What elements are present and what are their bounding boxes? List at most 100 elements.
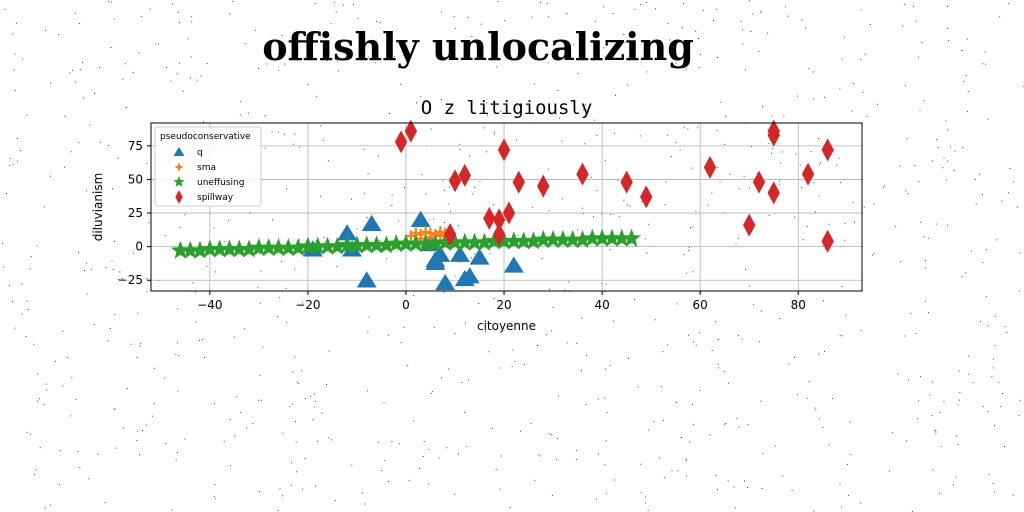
- data-point-uneffusing: [484, 231, 504, 250]
- data-point-uneffusing: [455, 232, 475, 251]
- data-point-uneffusing: [347, 235, 367, 254]
- data-point-uneffusing: [406, 233, 426, 253]
- data-point-q: [469, 248, 490, 265]
- data-point-uneffusing: [376, 235, 396, 254]
- y-tick-label: 75: [128, 139, 143, 153]
- data-point-spillway: [512, 170, 525, 194]
- x-tick-label: 0: [402, 298, 410, 312]
- data-point-uneffusing: [582, 228, 602, 247]
- series-q: [302, 210, 524, 291]
- x-axis-label: citoyenne: [477, 319, 536, 333]
- data-point-uneffusing: [612, 228, 632, 247]
- data-point-uneffusing: [239, 239, 259, 258]
- data-point-uneffusing: [200, 239, 220, 258]
- data-point-spillway: [576, 162, 589, 186]
- data-point-spillway: [448, 169, 462, 193]
- series-uneffusing: [170, 228, 642, 259]
- data-point-q: [361, 214, 382, 231]
- data-point-uneffusing: [367, 235, 387, 254]
- data-point-q: [337, 224, 358, 241]
- data-point-uneffusing: [308, 236, 328, 255]
- y-tick-label: 25: [128, 206, 143, 220]
- data-point-uneffusing: [318, 236, 338, 255]
- legend-marker-spillway: [175, 190, 183, 204]
- data-point-spillway: [458, 163, 472, 187]
- data-point-uneffusing: [592, 228, 612, 247]
- data-point-spillway: [767, 181, 780, 205]
- x-tick-label: −20: [295, 298, 320, 312]
- x-tick-label: 20: [496, 298, 511, 312]
- figure-title: offishly unlocalizing: [262, 24, 694, 69]
- data-point-uneffusing: [396, 233, 416, 253]
- data-point-uneffusing: [190, 240, 210, 259]
- data-point-spillway: [497, 138, 511, 162]
- data-point-uneffusing: [278, 237, 298, 257]
- data-point-q: [450, 245, 470, 262]
- data-point-uneffusing: [553, 229, 573, 249]
- data-point-q: [459, 267, 480, 284]
- y-tick-label: −25: [118, 273, 143, 287]
- chart-title: O z litigiously: [421, 97, 593, 119]
- data-point-uneffusing: [533, 229, 553, 249]
- data-point-uneffusing: [180, 240, 200, 259]
- data-point-uneffusing: [327, 236, 347, 255]
- data-point-spillway: [801, 162, 815, 186]
- data-point-spillway: [752, 170, 766, 194]
- data-point-spillway: [492, 208, 506, 232]
- data-point-q: [503, 256, 524, 273]
- data-point-uneffusing: [298, 236, 318, 255]
- data-point-uneffusing: [563, 229, 583, 249]
- data-point-spillway: [821, 138, 834, 162]
- data-point-uneffusing: [259, 237, 279, 257]
- data-points: [170, 119, 834, 291]
- legend-marker-uneffusing: [173, 176, 185, 187]
- data-point-spillway: [743, 213, 756, 237]
- plot-frame: [150, 122, 863, 292]
- legend: pseudoconservative q sma uneffusing spillwa…: [154, 126, 262, 207]
- data-point-spillway: [537, 174, 550, 198]
- data-point-uneffusing: [386, 233, 406, 253]
- data-point-spillway: [640, 185, 653, 209]
- data-point-q: [342, 240, 362, 257]
- data-point-uneffusing: [445, 232, 465, 251]
- data-point-spillway: [821, 229, 834, 253]
- x-tick-label: 60: [693, 298, 708, 312]
- legend-box: [154, 126, 262, 207]
- data-point-spillway: [502, 201, 516, 225]
- data-point-uneffusing: [474, 232, 494, 251]
- data-point-spillway: [483, 206, 496, 230]
- y-tick-label: 0: [135, 240, 143, 254]
- data-point-spillway: [703, 155, 717, 179]
- data-point-uneffusing: [465, 232, 485, 251]
- legend-label-sma: sma: [197, 163, 216, 173]
- data-point-q: [410, 210, 431, 227]
- data-point-q: [356, 271, 377, 288]
- legend-label-uneffusing: uneffusing: [197, 178, 244, 188]
- data-point-uneffusing: [337, 235, 357, 254]
- legend-label-q: q: [197, 148, 203, 158]
- data-point-uneffusing: [268, 237, 288, 257]
- legend-marker-sma: [175, 163, 183, 171]
- data-point-q: [435, 273, 456, 291]
- data-point-uneffusing: [229, 239, 249, 258]
- data-point-spillway: [443, 223, 457, 247]
- data-point-spillway: [767, 119, 780, 143]
- data-point-uneffusing: [170, 240, 190, 259]
- data-point-uneffusing: [249, 237, 269, 257]
- x-tick-label: 40: [594, 298, 609, 312]
- data-point-uneffusing: [357, 235, 377, 254]
- x-tick-label: 80: [791, 298, 806, 312]
- data-point-uneffusing: [425, 233, 445, 253]
- data-point-spillway: [492, 223, 506, 247]
- y-axis-label: diluvianism: [91, 173, 105, 242]
- data-point-uneffusing: [494, 231, 514, 250]
- data-point-q: [302, 240, 323, 257]
- data-point-uneffusing: [523, 231, 543, 250]
- legend-title: pseudoconservative: [160, 132, 251, 142]
- data-point-spillway: [394, 130, 408, 154]
- data-point-spillway: [620, 170, 633, 194]
- data-point-uneffusing: [504, 231, 524, 250]
- data-point-uneffusing: [288, 237, 308, 257]
- data-point-spillway: [404, 119, 418, 143]
- data-point-uneffusing: [622, 228, 642, 247]
